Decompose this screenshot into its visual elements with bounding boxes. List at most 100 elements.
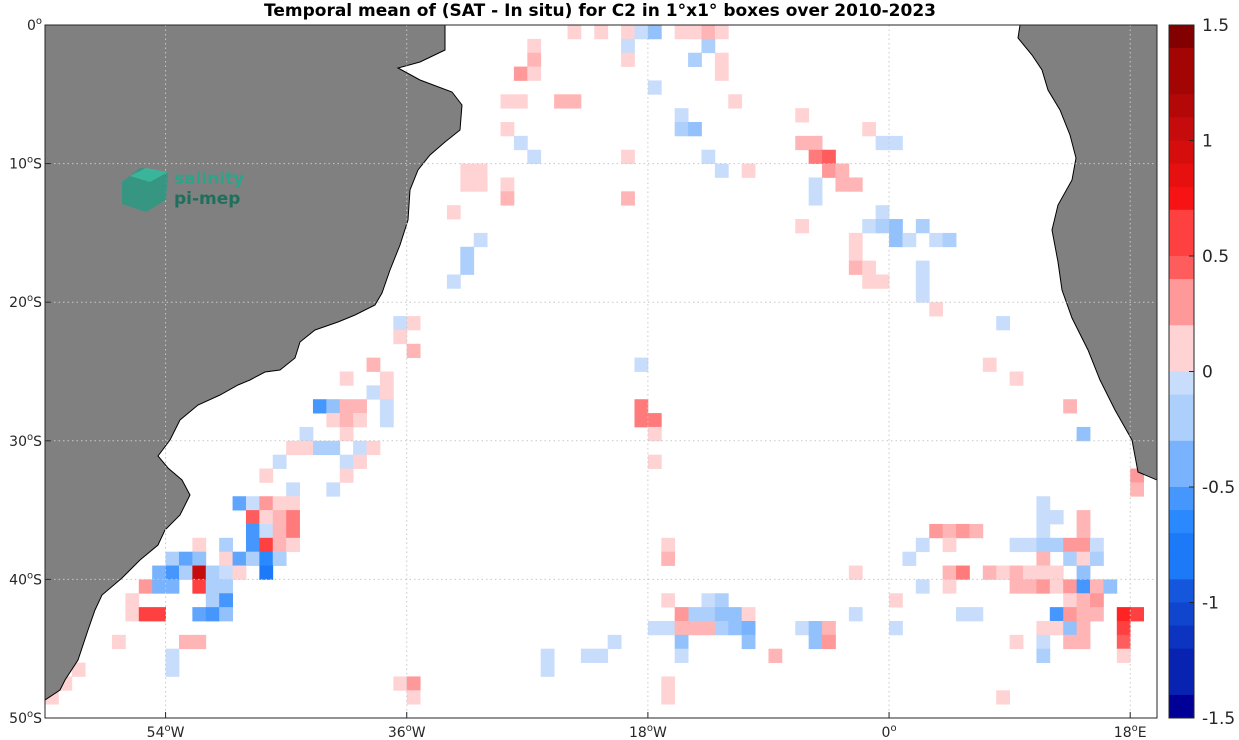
data-cell [728, 94, 743, 109]
data-cell [1036, 551, 1051, 566]
data-cell [594, 25, 609, 40]
data-cell [969, 607, 984, 622]
data-cell [634, 399, 649, 414]
data-cell [982, 357, 997, 372]
data-cell [862, 260, 877, 275]
data-cell [286, 482, 300, 497]
data-cell [1049, 537, 1064, 553]
data-cell [701, 149, 716, 164]
data-cell [942, 537, 957, 553]
data-cell [219, 593, 233, 608]
data-cell [701, 25, 716, 40]
data-cell [621, 149, 635, 164]
data-cell [1076, 537, 1091, 553]
data-cell [446, 205, 461, 220]
data-cell [741, 607, 756, 622]
data-cell [1116, 634, 1131, 650]
data-cell [1076, 607, 1091, 622]
data-cell [219, 537, 233, 553]
data-cell [1063, 593, 1078, 608]
data-cell [138, 579, 153, 594]
data-cell [460, 260, 475, 275]
data-cell [714, 25, 729, 40]
data-cell [205, 565, 220, 580]
data-cell [580, 648, 595, 663]
data-cell [339, 413, 354, 428]
data-cell [848, 607, 863, 622]
colorbar-segment [1169, 533, 1194, 557]
data-cell [178, 565, 193, 580]
data-cell [393, 329, 408, 345]
data-cell [312, 440, 327, 456]
data-cell [621, 25, 635, 40]
data-cell [259, 523, 274, 539]
data-cell [152, 579, 166, 594]
y-tick-label: 20oS [9, 293, 42, 311]
colorbar-segment [1169, 694, 1194, 719]
colorbar-segment [1169, 556, 1194, 580]
data-cell [1036, 537, 1051, 553]
data-cell [272, 496, 287, 511]
data-cell [1009, 565, 1024, 580]
data-cell [1009, 371, 1024, 386]
data-cell [353, 454, 367, 469]
data-cell [259, 551, 274, 566]
y-axis-ticks: 0o 10oS 20oS 30oS 40oS 50oS [9, 16, 51, 727]
data-cell [527, 38, 542, 54]
data-cell [714, 593, 729, 608]
data-cell [299, 426, 314, 442]
logo-text-salinity: salinity [174, 169, 244, 189]
data-cell [339, 468, 354, 483]
data-cell [366, 385, 381, 400]
data-cell [245, 496, 260, 511]
colorbar-segment [1169, 279, 1194, 303]
data-cell [205, 607, 220, 622]
data-cell [125, 607, 140, 622]
data-cell [1090, 607, 1104, 622]
data-cell [406, 676, 421, 691]
data-cell [45, 690, 46, 705]
data-cell [366, 440, 381, 456]
data-cell [500, 94, 515, 109]
y-tick-label: 50oS [9, 709, 42, 727]
data-cell [942, 523, 957, 539]
data-cell [674, 25, 689, 40]
data-cell [460, 177, 475, 192]
data-cell [1036, 579, 1051, 594]
data-cell [661, 676, 676, 691]
colorbar-segment [1169, 602, 1194, 627]
data-cell [1049, 607, 1064, 622]
data-cell [634, 25, 649, 40]
data-cell [192, 579, 207, 594]
data-cell [111, 634, 126, 650]
colorbar-segment [1169, 371, 1194, 396]
data-cell [1049, 579, 1064, 594]
data-cell [500, 191, 515, 206]
data-cell [889, 232, 903, 248]
colorbar-tick-label: 1.5 [1202, 16, 1229, 36]
chart-title: Temporal mean of (SAT - In situ) for C2 … [264, 1, 936, 21]
data-cell [996, 316, 1011, 331]
data-cell [1063, 537, 1078, 553]
data-cell [286, 496, 300, 511]
data-cell [647, 454, 662, 469]
data-cell [272, 537, 287, 553]
data-cell [326, 399, 341, 414]
data-cell [982, 565, 997, 580]
data-cell [889, 135, 903, 151]
colorbar-tick-label: 1 [1202, 132, 1213, 152]
data-cell [862, 122, 877, 137]
colorbar-segment [1169, 648, 1194, 673]
data-cell [527, 149, 542, 164]
data-cell [1036, 565, 1051, 580]
data-cell [393, 676, 408, 691]
data-cell [1009, 579, 1024, 594]
data-cell [647, 80, 662, 95]
data-cell [192, 551, 207, 566]
data-cell [232, 551, 247, 566]
data-cell [768, 648, 783, 663]
x-tick-label: 18oE [1114, 723, 1147, 740]
x-tick-label: 54oW [147, 723, 185, 740]
data-cell [942, 579, 957, 594]
